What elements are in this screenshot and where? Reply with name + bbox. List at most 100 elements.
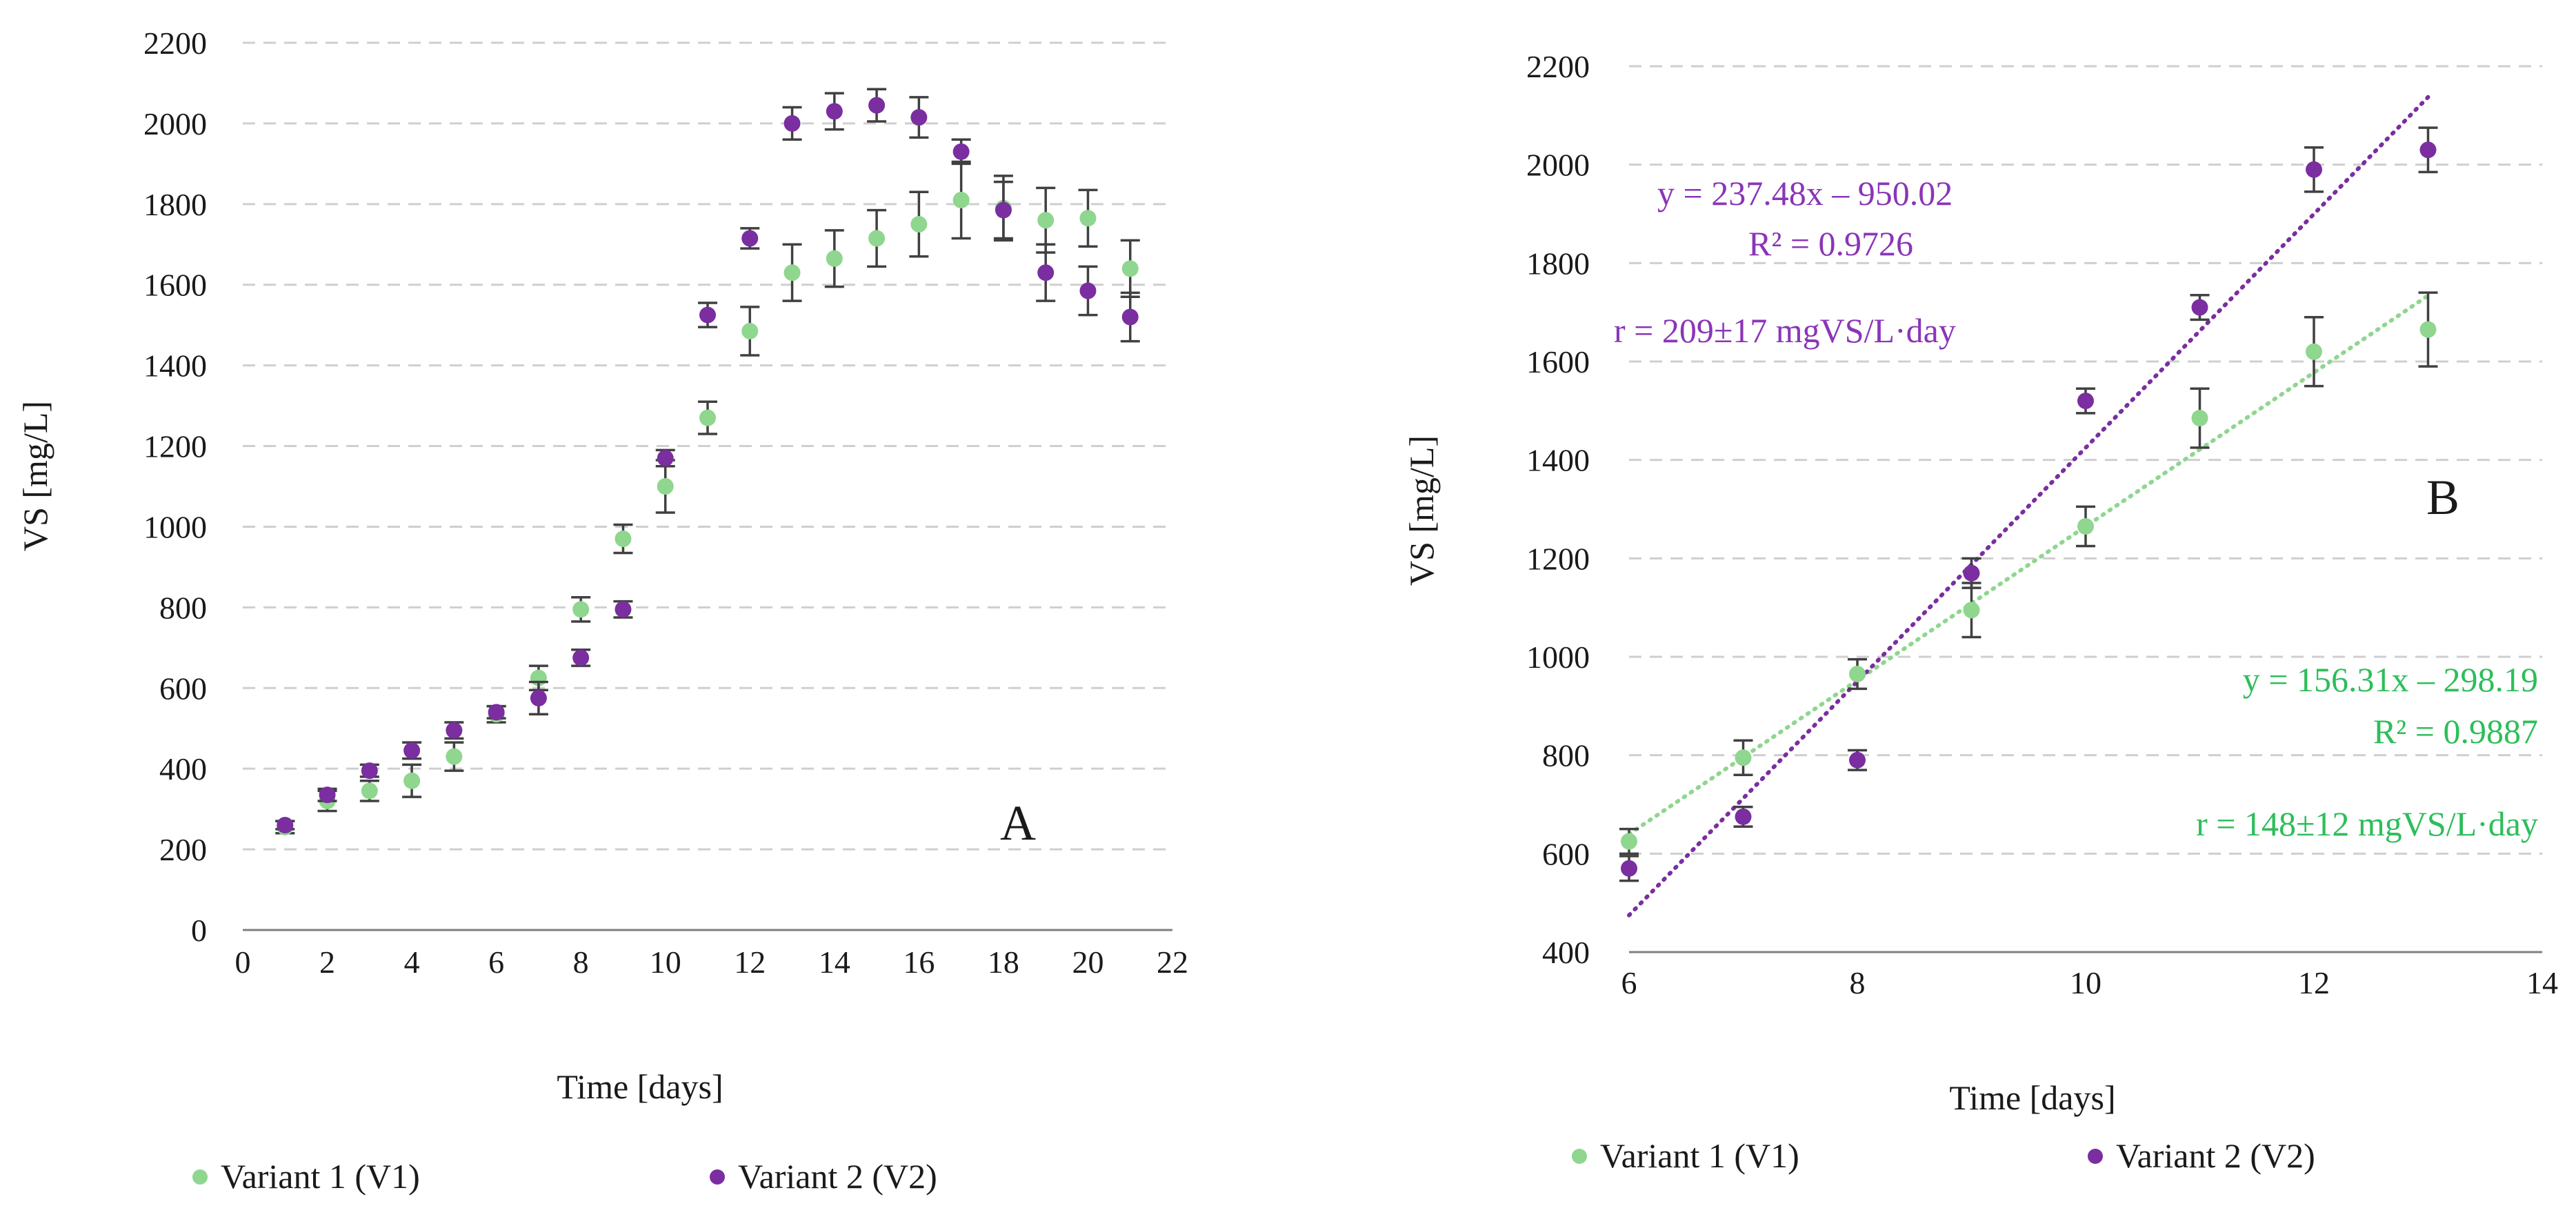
chart-a-v1-point <box>1121 260 1139 277</box>
chart-a-legend-v1-marker <box>192 1169 208 1185</box>
chart-b-v1-point <box>2306 343 2322 360</box>
chart-b-v1-point <box>1735 749 1752 766</box>
chart-a-v1-point <box>1037 212 1055 229</box>
chart-a-x-tick-label: 12 <box>734 944 766 980</box>
chart-a-y-tick-label: 400 <box>159 751 207 786</box>
chart-a-v1-point <box>699 409 716 426</box>
chart-b-x-tick-label: 6 <box>1621 965 1637 1000</box>
chart-b-v2-point <box>1963 564 1980 582</box>
chart-b-v2-point <box>2306 161 2322 178</box>
chart-a-legend-v2-marker <box>710 1169 725 1185</box>
chart-a-y-tick-label: 1200 <box>143 429 207 464</box>
chart-b-v2-point <box>1621 860 1637 877</box>
chart-b-y-tick-label: 1600 <box>1526 344 1590 379</box>
chart-b-y-tick-labels: 400 600 800 1000 1200 1400 1600 1800 2000 2200 <box>1526 49 1590 970</box>
chart-a-v2-point <box>741 230 759 247</box>
chart-a-v2-point <box>446 722 463 739</box>
chart-a-y-tick-labels: 0 200 400 600 800 1000 1200 1400 1600 1800 2000 220… <box>143 26 207 948</box>
chart-b-y-tick-label: 800 <box>1542 738 1590 773</box>
chart-a-x-tick-label: 18 <box>988 944 1019 980</box>
chart-b-v1-point <box>1849 665 1866 682</box>
chart-a-legend-v1-label: Variant 1 (V1) <box>221 1157 420 1196</box>
chart-a-x-tick-label: 4 <box>404 944 420 980</box>
chart-b-x-tick-label: 10 <box>2070 965 2101 1000</box>
chart-a-v2-point <box>995 201 1012 219</box>
chart-b-legend-v2-marker <box>2088 1149 2103 1164</box>
chart-b-v1-point <box>2077 517 2094 535</box>
chart-a-y-tick-label: 800 <box>159 590 207 625</box>
chart-b-gridlines <box>1629 65 2542 953</box>
chart-a-v2-point <box>952 143 970 160</box>
chart-b-y-tick-label: 1800 <box>1526 246 1590 281</box>
chart-a-x-axis-title: Time [days] <box>557 1067 723 1106</box>
chart-a-v2-point <box>319 786 336 804</box>
chart-a-v1-point <box>403 772 421 789</box>
chart-a-v1-point <box>952 191 970 208</box>
chart-a-v1-point <box>868 230 886 247</box>
chart-a-v2-point <box>699 306 716 324</box>
chart-b-y-tick-label: 2200 <box>1526 49 1590 84</box>
chart-a-x-tick-label: 20 <box>1072 944 1104 980</box>
chart-b-y-tick-label: 1200 <box>1526 541 1590 576</box>
chart-a-x-tick-label: 16 <box>903 944 935 980</box>
chart-a-y-tick-label: 600 <box>159 671 207 706</box>
chart-b-y-tick-label: 1000 <box>1526 640 1590 675</box>
chart-a-v1-point <box>572 601 590 618</box>
chart-a-v2-point <box>783 115 801 132</box>
chart-b-y-tick-label: 1400 <box>1526 443 1590 478</box>
chart-b-v1-point <box>1963 602 1980 619</box>
chart-a-y-tick-label: 2200 <box>143 26 207 61</box>
chart-a-v2-point <box>530 689 547 706</box>
chart-a-x-tick-label: 14 <box>819 944 850 980</box>
chart-b-panel-letter: B <box>2426 470 2459 525</box>
chart-a-v1-point <box>1079 210 1097 227</box>
chart-b-y-axis-title: VS [mg/L] <box>1402 435 1441 586</box>
chart-b-x-axis-title: Time [days] <box>1949 1078 2115 1117</box>
chart-b-legend-v2-label: Variant 2 (V2) <box>2116 1136 2315 1175</box>
chart-a-y-tick-label: 1000 <box>143 509 207 544</box>
chart-a-y-tick-label: 1800 <box>143 187 207 222</box>
chart-a-y-tick-label: 0 <box>191 913 207 948</box>
chart-a-x-tick-labels: 0 2 4 6 8 10 12 14 16 18 20 22 <box>235 944 1189 980</box>
chart-a-v2-point <box>403 742 421 759</box>
chart-a-x-tick-label: 22 <box>1157 944 1188 980</box>
chart-a-v2-point <box>868 97 886 114</box>
chart-b-v1-point <box>2419 321 2437 338</box>
chart-a-v2-point <box>826 103 843 120</box>
chart-a-v2-point <box>615 601 632 618</box>
chart-b-legend-v1-label: Variant 1 (V1) <box>1600 1136 1799 1175</box>
chart-a-x-tick-label: 8 <box>573 944 589 980</box>
chart-a-v2-point <box>910 109 928 126</box>
chart-b-v2-trendline <box>1627 95 2430 918</box>
chart-b-v2-r-squared: R² = 0.9726 <box>1748 224 1913 263</box>
chart-b-x-tick-label: 8 <box>1850 965 1866 1000</box>
chart-a-v1-point <box>910 216 928 233</box>
chart-a-v2-point <box>488 704 505 721</box>
chart-b-v1-trendline <box>1627 293 2430 837</box>
chart-a-legend: Variant 1 (V1) Variant 2 (V2) <box>192 1157 937 1196</box>
chart-a-v1-point <box>783 264 801 281</box>
chart-a-x-tick-label: 2 <box>319 944 335 980</box>
chart-a-panel-letter: A <box>1000 795 1036 851</box>
chart-b-y-tick-label: 2000 <box>1526 148 1590 183</box>
chart-b-v1-point <box>1621 833 1637 850</box>
chart-b-v1-point <box>2191 410 2208 427</box>
chart-a-data-marks <box>275 88 1140 835</box>
chart-a-v2-point <box>277 817 294 834</box>
chart-b-v2-point <box>2191 299 2208 316</box>
chart-b-v1-rate: r = 148±12 mgVS/L·day <box>2196 804 2538 843</box>
chart-b-v2-point <box>1849 751 1866 769</box>
chart-a-v1-point <box>741 322 759 339</box>
chart-a-legend-v2-label: Variant 2 (V2) <box>738 1157 937 1196</box>
chart-a-y-tick-label: 1400 <box>143 348 207 384</box>
chart-a-gridlines <box>243 41 1172 931</box>
chart-a-v2-point <box>572 649 590 666</box>
chart-a-x-tick-label: 0 <box>235 944 251 980</box>
chart-b-x-tick-label: 12 <box>2298 965 2330 1000</box>
chart-a-v1-point <box>361 782 378 800</box>
chart-b-x-tick-label: 14 <box>2526 965 2558 1000</box>
chart-b-y-tick-label: 600 <box>1542 836 1590 871</box>
chart-panel-a: 0200400600800100012001400160018002000220… <box>16 26 1188 1196</box>
chart-a-y-tick-label: 2000 <box>143 106 207 141</box>
chart-b-legend-v1-marker <box>1572 1149 1587 1164</box>
